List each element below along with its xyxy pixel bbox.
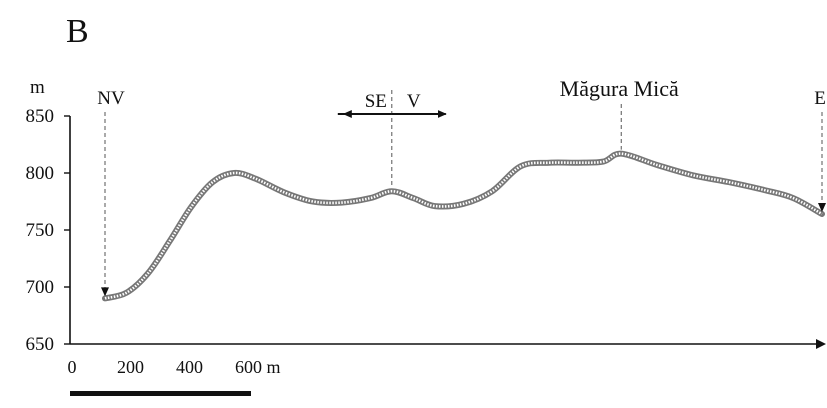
y-ticks: 650 700 750 800 850	[26, 106, 70, 355]
panel-label: B	[66, 13, 89, 50]
scale-tick-label: 0	[68, 357, 77, 377]
marker-label: V	[407, 91, 421, 112]
profile-series-hatch	[104, 152, 823, 300]
x-axis-arrowhead	[816, 339, 826, 349]
profile-line	[102, 150, 825, 302]
y-tick-label: 850	[26, 106, 55, 127]
y-tick-label: 700	[26, 277, 55, 298]
marker-label: E	[814, 88, 826, 109]
marker-guides	[104, 90, 823, 289]
marker-label: NV	[97, 88, 125, 109]
scale-tick-label: 400	[176, 357, 203, 377]
marker-arrow-nv	[101, 287, 109, 297]
profile-series-line	[102, 150, 825, 302]
scale-tick-label: 200	[117, 357, 144, 377]
marker-arrow-e	[818, 203, 826, 213]
marker-label: SE	[365, 91, 387, 112]
y-tick-label: 800	[26, 163, 55, 184]
x-axis	[70, 339, 826, 349]
profile-markers: NV E SE V Măgura Mică	[97, 76, 826, 297]
scale-bar-rect	[70, 391, 251, 396]
y-tick-label: 750	[26, 220, 55, 241]
y-axis-label: m	[30, 77, 45, 98]
scale-bar: 0 200 400 600 m	[68, 357, 281, 396]
marker-label: Măgura Mică	[560, 76, 679, 101]
y-tick-label: 650	[26, 334, 55, 355]
scale-tick-label: 600 m	[235, 357, 281, 377]
